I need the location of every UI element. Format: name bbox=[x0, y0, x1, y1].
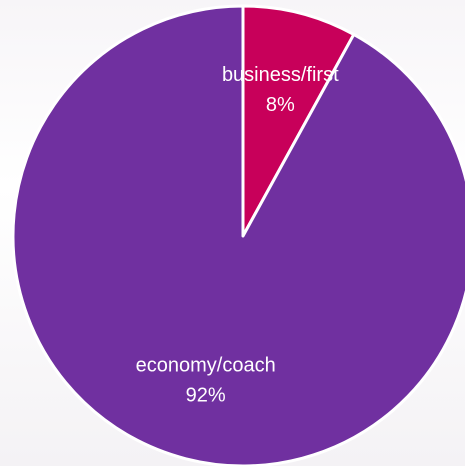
slice-value-label: 92% bbox=[186, 385, 226, 407]
slice-category-label: economy/coach bbox=[136, 355, 276, 377]
pie-slice bbox=[241, 4, 356, 238]
pie-slice bbox=[11, 4, 465, 466]
slice-value-label: 8% bbox=[266, 94, 295, 116]
slice-category-label: business/first bbox=[222, 64, 339, 86]
